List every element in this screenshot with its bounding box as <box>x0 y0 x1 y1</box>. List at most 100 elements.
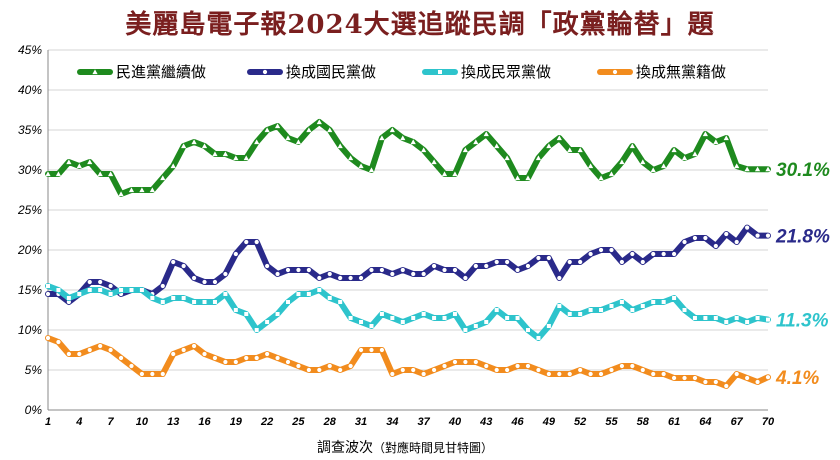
data-point <box>609 304 614 308</box>
data-point <box>702 131 708 137</box>
data-point <box>108 283 113 289</box>
data-point <box>588 308 593 312</box>
data-point <box>473 263 478 269</box>
data-point <box>379 267 385 273</box>
data-point <box>98 343 103 349</box>
data-point <box>369 267 374 273</box>
data-point <box>181 143 187 149</box>
data-point <box>296 267 301 273</box>
data-point <box>233 155 239 161</box>
data-point <box>327 363 332 369</box>
data-point <box>348 275 353 281</box>
x-axis-label-note: （對應時間見甘特圖） <box>373 440 493 455</box>
data-point <box>755 233 760 238</box>
data-point <box>463 328 468 332</box>
data-point <box>745 320 750 324</box>
data-point <box>484 363 489 369</box>
data-point <box>494 143 500 149</box>
data-point <box>171 351 176 357</box>
data-point <box>598 247 604 253</box>
data-point <box>608 171 615 177</box>
x-tick-label: 31 <box>355 416 367 428</box>
y-tick-label: 5% <box>25 363 43 377</box>
data-point <box>295 139 302 145</box>
x-tick-label: 25 <box>291 416 305 428</box>
data-point <box>191 275 197 281</box>
data-point <box>557 371 562 377</box>
y-tick-label: 25% <box>17 203 42 217</box>
data-point <box>316 119 322 125</box>
data-point <box>410 139 416 145</box>
data-point <box>223 292 228 296</box>
x-tick-label: 13 <box>167 416 179 428</box>
data-point <box>734 163 740 169</box>
data-point <box>262 69 268 75</box>
data-point <box>275 355 280 361</box>
data-point <box>525 175 531 181</box>
data-point <box>578 312 583 316</box>
data-point <box>348 363 353 369</box>
data-point <box>661 300 666 304</box>
data-point <box>734 371 739 377</box>
x-tick-label: 19 <box>230 416 243 428</box>
x-tick-label: 1 <box>45 416 51 428</box>
data-point <box>661 371 666 377</box>
data-point <box>296 363 301 369</box>
x-tick-label: 28 <box>323 416 337 428</box>
data-point <box>609 367 614 373</box>
x-tick-label: 52 <box>574 416 586 428</box>
data-point <box>723 135 729 141</box>
data-point <box>651 371 656 377</box>
x-axis-label-main: 調查波次 <box>317 440 373 456</box>
data-point <box>588 371 593 377</box>
legend-label: 換成國民黨做 <box>286 63 376 81</box>
x-tick-label: 10 <box>136 416 149 428</box>
data-point <box>317 288 322 292</box>
data-point <box>755 379 760 385</box>
data-point <box>526 328 530 332</box>
data-point <box>368 167 375 173</box>
data-point <box>724 231 729 237</box>
data-point <box>724 383 729 389</box>
data-point <box>139 187 145 193</box>
data-point <box>484 263 489 269</box>
data-point <box>609 247 614 253</box>
data-point <box>421 312 426 316</box>
x-tick-label: 7 <box>108 416 115 428</box>
x-tick-label: 46 <box>510 416 524 428</box>
data-point <box>150 296 155 300</box>
series-1 <box>45 119 771 197</box>
series-group <box>45 119 771 389</box>
data-point <box>222 151 228 157</box>
data-point <box>286 300 290 304</box>
data-point <box>77 292 82 296</box>
data-point <box>713 316 718 320</box>
data-point <box>588 251 593 257</box>
x-tick-label: 16 <box>198 416 211 428</box>
data-point <box>546 371 551 377</box>
data-point <box>671 251 677 257</box>
data-point <box>672 296 677 300</box>
data-point <box>535 155 542 161</box>
data-point <box>619 159 625 165</box>
data-point <box>97 171 103 177</box>
x-tick-label: 67 <box>731 416 744 428</box>
x-tick-label: 34 <box>386 416 398 428</box>
data-point <box>244 239 249 245</box>
data-point <box>546 255 551 261</box>
data-point <box>682 239 687 245</box>
data-point <box>431 159 437 165</box>
data-point <box>744 166 750 172</box>
data-point <box>337 143 343 149</box>
data-point <box>212 300 217 304</box>
data-point <box>108 292 113 296</box>
series-4 <box>45 335 771 389</box>
legend-item: 民進黨繼續做 <box>77 63 206 81</box>
data-point <box>411 316 416 320</box>
data-point <box>149 187 155 193</box>
data-point <box>233 359 238 365</box>
data-point <box>379 135 385 141</box>
y-tick-label: 0% <box>25 403 43 417</box>
data-point <box>348 316 353 320</box>
data-point <box>181 263 186 269</box>
